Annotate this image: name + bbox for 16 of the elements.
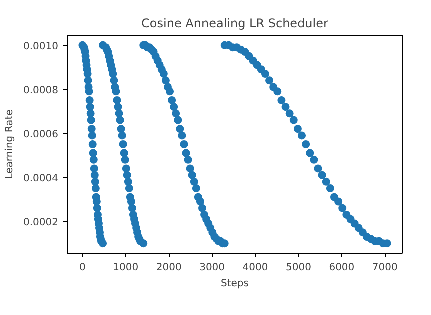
x-tick-label: 4000 [242,262,268,274]
chart-title: Cosine Annealing LR Scheduler [142,16,329,30]
y-tick-label: 0.0002 [24,218,59,229]
y-tick-label: 0.0008 [24,85,59,96]
x-tick-label: 0 [80,262,86,274]
y-tick-label: 0.0010 [24,41,59,52]
x-tick-label: 5000 [286,262,312,274]
x-tick-label: 1000 [113,262,139,274]
x-tick-label: 7000 [372,262,398,274]
x-tick-label: 2000 [156,262,182,274]
x-axis-title: Steps [221,278,249,290]
y-tick-label: 0.0006 [24,129,59,140]
x-tick-label: 6000 [329,262,355,274]
x-tick-label: 3000 [200,262,226,274]
y-tick-label: 0.0004 [24,174,59,185]
y-axis-title: Learning Rate [4,110,16,180]
